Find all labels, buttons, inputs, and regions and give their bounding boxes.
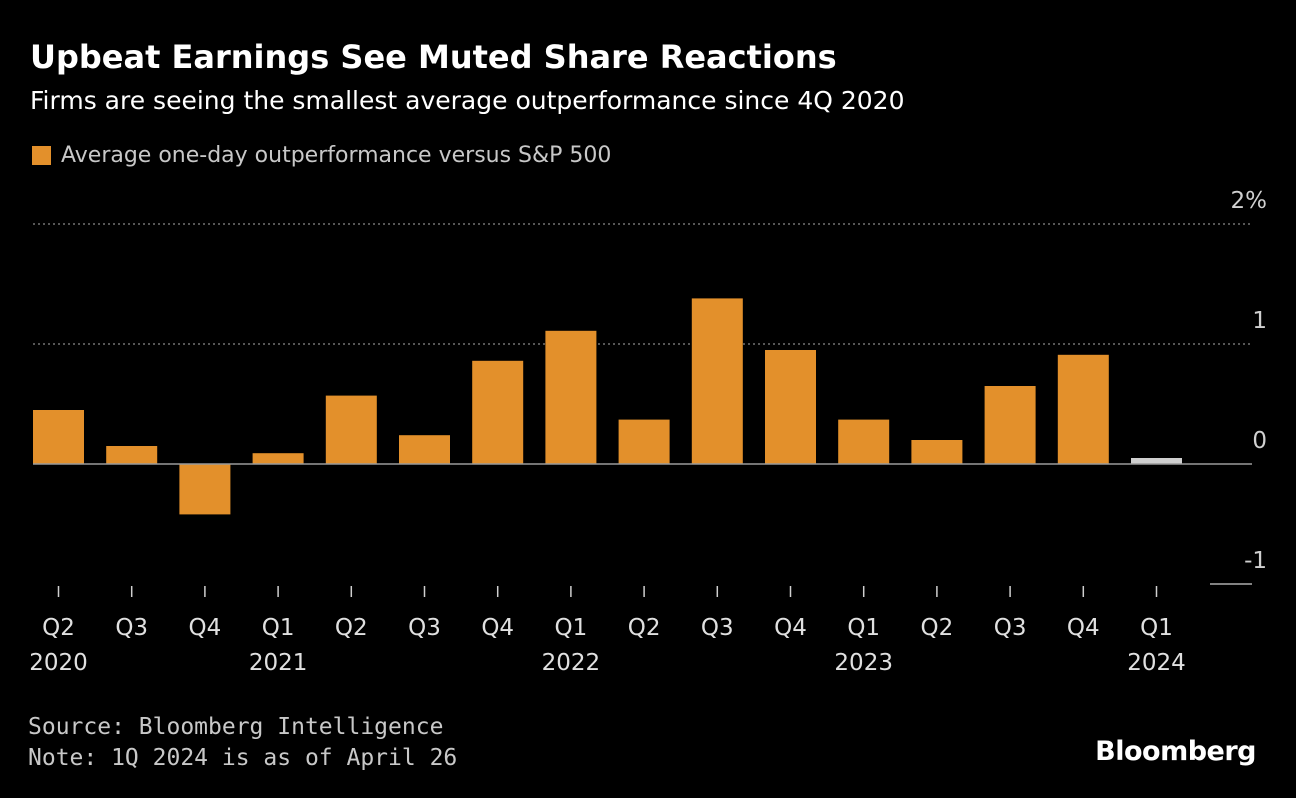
- x-tick-label: Q4: [189, 615, 222, 641]
- bar: [765, 350, 816, 464]
- footer-notes: Source: Bloomberg Intelligence Note: 1Q …: [28, 712, 457, 774]
- bar: [1131, 458, 1182, 464]
- bar: [106, 446, 158, 464]
- x-tick-label: Q2: [628, 615, 661, 641]
- bar: [325, 395, 377, 464]
- x-tick-label: Q2: [335, 615, 368, 641]
- x-year-label: 2024: [1127, 650, 1186, 676]
- x-tick-label: Q4: [774, 615, 807, 641]
- bar: [838, 419, 890, 464]
- y-tick-label: 2%: [1231, 188, 1268, 214]
- x-tick-label: Q1: [262, 615, 295, 641]
- bar: [472, 360, 524, 464]
- x-tick-label: Q4: [481, 615, 514, 641]
- x-tick-label: Q1: [1140, 615, 1173, 641]
- x-year-label: 2022: [542, 650, 601, 676]
- x-tick-label: Q2: [42, 615, 75, 641]
- bar: [252, 453, 304, 464]
- x-year-label: 2020: [29, 650, 88, 676]
- bar: [399, 435, 450, 464]
- bar: [33, 410, 84, 464]
- bar-chart: 2% 1 0 -1 Q2 Q3 Q4 Q1 Q2 Q3 Q4 Q1 Q2 Q3 Q4 Q1 Q2 Q3 Q4 Q1 20…: [29, 188, 1268, 676]
- bar: [984, 386, 1036, 464]
- bar: [618, 419, 670, 464]
- y-tick-label: -1: [1244, 548, 1267, 574]
- x-tick-label: Q1: [555, 615, 588, 641]
- bar: [691, 298, 743, 464]
- y-tick-label: 0: [1252, 428, 1267, 454]
- bar: [911, 440, 963, 464]
- bar: [1057, 354, 1109, 464]
- x-year-label: 2021: [249, 650, 308, 676]
- chart-subtitle: Firms are seeing the smallest average ou…: [30, 86, 905, 115]
- y-tick-label: 1: [1252, 308, 1267, 334]
- x-tick-label: Q3: [408, 615, 441, 641]
- chart-title: Upbeat Earnings See Muted Share Reaction…: [30, 38, 837, 76]
- x-tick-label: Q3: [994, 615, 1027, 641]
- note-text: Note: 1Q 2024 is as of April 26: [28, 745, 458, 771]
- x-tick-label: Q3: [115, 615, 148, 641]
- bar: [545, 330, 597, 464]
- bar: [179, 464, 231, 515]
- x-tick-label: Q4: [1067, 615, 1100, 641]
- x-year-label: 2023: [834, 650, 893, 676]
- x-tick-label: Q3: [701, 615, 734, 641]
- source-text: Source: Bloomberg Intelligence: [28, 714, 444, 740]
- legend: Average one-day outperformance versus S&…: [32, 143, 611, 168]
- x-tick-label: Q2: [921, 615, 954, 641]
- bloomberg-logo: Bloomberg: [1095, 736, 1256, 767]
- legend-label: Average one-day outperformance versus S&…: [61, 143, 612, 168]
- legend-swatch: [32, 146, 51, 165]
- x-tick-label: Q1: [847, 615, 880, 641]
